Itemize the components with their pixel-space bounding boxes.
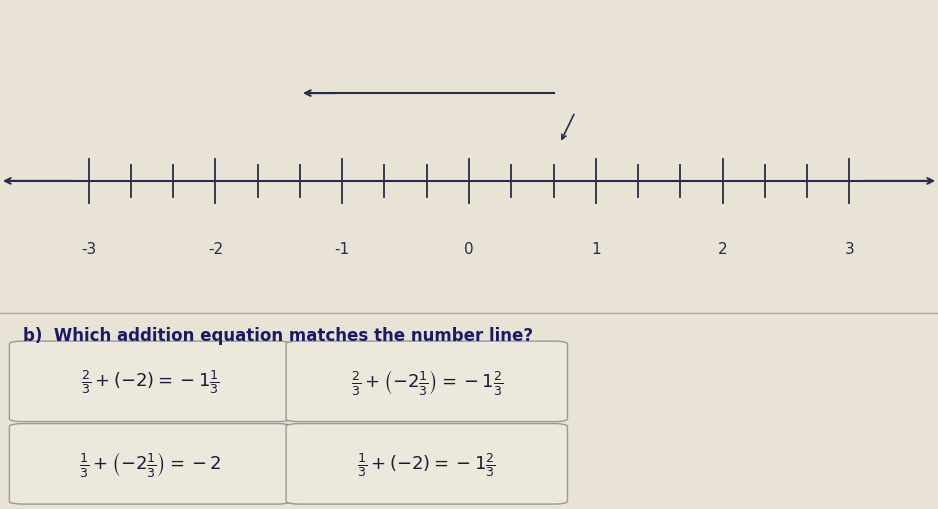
FancyBboxPatch shape (286, 342, 567, 422)
Text: 1: 1 (591, 241, 600, 256)
FancyBboxPatch shape (9, 342, 291, 422)
FancyBboxPatch shape (9, 424, 291, 504)
FancyBboxPatch shape (286, 424, 567, 504)
Text: 0: 0 (464, 241, 474, 256)
Text: 2: 2 (718, 241, 727, 256)
Text: $\frac{2}{3}+\left(-2\frac{1}{3}\right)=-1\frac{2}{3}$: $\frac{2}{3}+\left(-2\frac{1}{3}\right)=… (351, 367, 503, 396)
Text: $\frac{2}{3}+(-2)=-1\frac{1}{3}$: $\frac{2}{3}+(-2)=-1\frac{1}{3}$ (81, 367, 219, 395)
Text: -1: -1 (335, 241, 350, 256)
Text: $\frac{1}{3}+(-2)=-1\frac{2}{3}$: $\frac{1}{3}+(-2)=-1\frac{2}{3}$ (357, 450, 496, 478)
Text: 3: 3 (844, 241, 855, 256)
Text: $\frac{1}{3}+\left(-2\frac{1}{3}\right)=-2$: $\frac{1}{3}+\left(-2\frac{1}{3}\right)=… (79, 449, 221, 478)
Text: -2: -2 (208, 241, 223, 256)
Text: b)  Which addition equation matches the number line?: b) Which addition equation matches the n… (23, 327, 534, 345)
Text: -3: -3 (81, 241, 97, 256)
